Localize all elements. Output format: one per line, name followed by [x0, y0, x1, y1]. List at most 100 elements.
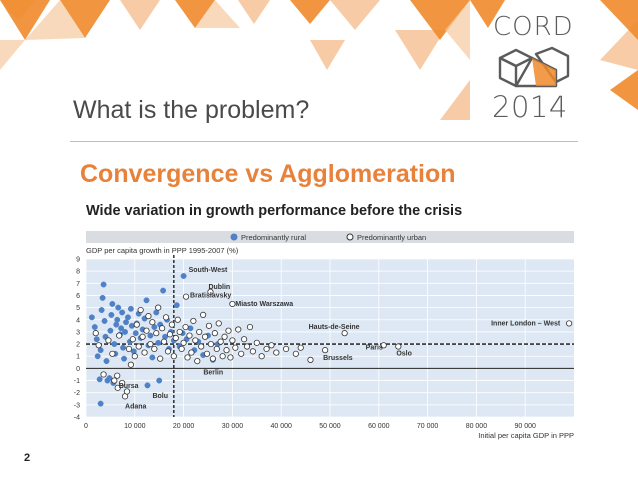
data-point-rural	[122, 328, 128, 335]
data-point-urban	[139, 333, 146, 340]
slide-subtitle: Convergence vs Agglomeration	[80, 160, 456, 188]
data-point-urban	[241, 336, 248, 343]
data-point-rural	[119, 309, 126, 316]
x-tick-label: 80 000	[466, 423, 488, 430]
data-point-urban	[141, 349, 148, 356]
data-point-urban	[155, 304, 162, 311]
data-point-rural	[173, 302, 180, 309]
data-point-rural	[125, 314, 131, 321]
data-point-urban	[246, 323, 254, 331]
x-tick-label: 40 000	[270, 423, 292, 430]
data-point-urban	[166, 331, 174, 338]
data-point-urban	[194, 357, 201, 365]
data-point-urban	[292, 350, 299, 357]
data-point-urban	[111, 377, 118, 384]
data-point-urban	[147, 340, 154, 348]
data-point-urban	[341, 330, 348, 337]
data-point-rural	[106, 375, 113, 382]
data-point-urban	[174, 316, 181, 323]
data-point-urban	[95, 342, 102, 349]
y-tick-label: 8	[76, 269, 80, 276]
data-point-urban	[203, 350, 211, 357]
data-point-rural	[114, 316, 121, 323]
data-point-urban	[137, 306, 144, 314]
data-point-urban	[253, 339, 260, 346]
data-point-urban	[201, 333, 209, 340]
x-tick-label: 90 000	[514, 423, 536, 430]
data-point-urban	[395, 343, 402, 350]
data-point-urban	[178, 345, 185, 353]
point-label: Oslo	[396, 351, 412, 358]
data-point-urban	[135, 343, 142, 350]
data-point-rural	[107, 327, 114, 334]
x-tick-label: 30 000	[222, 423, 244, 430]
data-point-urban	[215, 320, 222, 327]
data-point-urban	[211, 330, 218, 337]
data-point-rural	[99, 294, 106, 301]
logo-cube-icon	[498, 46, 570, 88]
data-point-urban	[127, 361, 134, 368]
data-point-urban	[223, 347, 230, 354]
logo-year-text: 2014	[492, 90, 568, 124]
data-point-rural	[94, 353, 101, 360]
y-tick-label: 7	[76, 281, 80, 288]
data-point-rural	[111, 341, 118, 348]
data-point-rural	[103, 358, 110, 365]
data-point-urban	[109, 350, 116, 357]
data-point-rural	[118, 325, 125, 332]
data-point-rural	[108, 311, 115, 318]
data-point-urban	[229, 300, 236, 308]
data-point-urban	[263, 345, 270, 353]
data-point-urban	[92, 330, 99, 337]
data-point-urban	[196, 328, 203, 336]
data-point-rural	[143, 297, 150, 304]
data-point-urban	[268, 342, 275, 349]
legend-marker	[346, 233, 354, 241]
legend-label: Predominantly rural	[241, 233, 306, 242]
data-point-urban	[217, 338, 224, 345]
data-point-rural	[91, 324, 98, 331]
data-point-urban	[205, 322, 213, 329]
data-point-rural	[155, 339, 162, 346]
y-tick-label: 5	[76, 305, 80, 312]
logo-cord-text: CORD	[493, 12, 574, 42]
data-point-urban	[116, 332, 123, 339]
data-point-urban	[123, 388, 131, 395]
point-label: Bratislavsky	[190, 293, 231, 300]
point-label: South-West	[189, 267, 228, 274]
data-point-rural	[180, 273, 187, 279]
title-divider	[70, 141, 578, 142]
data-point-urban	[238, 350, 245, 357]
point-label: Paris	[366, 344, 383, 351]
point-label: Miasto Warszawa	[235, 301, 293, 308]
data-point-rural	[109, 301, 116, 307]
y-tick-label: 0	[76, 366, 80, 373]
data-point-urban	[182, 323, 189, 331]
data-point-rural	[121, 355, 128, 362]
data-point-urban	[105, 337, 112, 344]
data-point-urban	[188, 349, 195, 356]
data-point-urban	[145, 313, 152, 320]
data-point-urban	[176, 328, 183, 336]
data-point-urban	[249, 348, 256, 355]
data-point-rural	[88, 314, 95, 321]
point-label: Brussels	[323, 355, 353, 362]
legend-marker	[230, 233, 238, 241]
y-tick-label: -4	[74, 415, 80, 422]
data-point-urban	[198, 343, 205, 350]
data-point-urban	[149, 319, 156, 326]
data-point-rural	[160, 287, 167, 294]
data-point-urban	[131, 353, 138, 360]
data-point-urban	[192, 337, 199, 344]
data-point-urban	[235, 326, 242, 333]
data-point-rural	[98, 307, 105, 313]
chart-caption: Wide variation in growth performance bef…	[86, 203, 463, 219]
data-point-urban	[209, 355, 216, 362]
data-point-urban	[184, 354, 191, 361]
data-point-urban	[219, 353, 226, 360]
y-tick-label: 1	[76, 354, 80, 361]
legend-bar	[86, 231, 574, 243]
point-label: Adana	[125, 403, 147, 410]
slide-title: What is the problem?	[73, 96, 310, 124]
data-point-urban	[186, 332, 193, 339]
